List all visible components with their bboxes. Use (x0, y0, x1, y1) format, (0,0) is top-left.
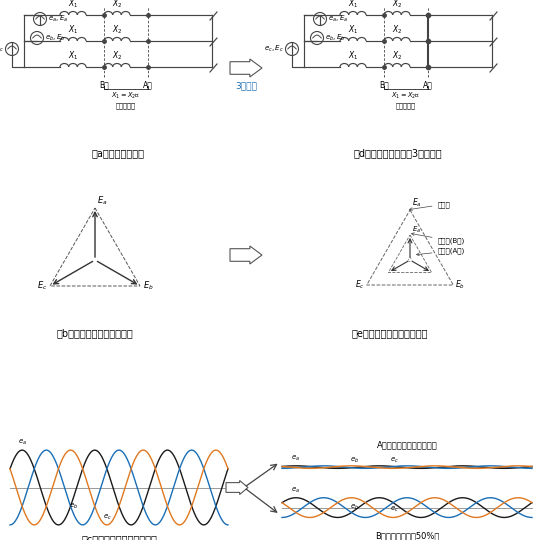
Text: $e_c, E_c$: $e_c, E_c$ (0, 44, 4, 54)
Text: $E_b$: $E_b$ (143, 280, 154, 292)
Text: $e_b, E_b$: $e_b, E_b$ (45, 33, 65, 43)
Text: $E_a$: $E_a$ (97, 194, 107, 207)
Text: $E_c$: $E_c$ (37, 280, 47, 292)
Text: $e_a, E_a$: $e_a, E_a$ (328, 14, 348, 24)
Text: 事故時(A点): 事故時(A点) (416, 247, 465, 255)
Text: $e_a$: $e_a$ (17, 438, 26, 447)
Text: A点: A点 (143, 80, 153, 89)
Text: A点の各相電圧（ほぼ零）: A点の各相電圧（ほぼ零） (376, 440, 437, 449)
Text: $X_1$: $X_1$ (348, 50, 358, 62)
Text: （e）事故時の電圧ベクトル: （e）事故時の電圧ベクトル (352, 328, 428, 338)
Text: $X_1$: $X_1$ (348, 0, 358, 10)
Text: $e_c$: $e_c$ (390, 456, 399, 465)
Text: $e_b, E_b$: $e_b, E_b$ (325, 33, 346, 43)
Text: $E_c$: $E_c$ (355, 279, 365, 291)
Text: $X_2$: $X_2$ (112, 0, 122, 10)
Text: $E_a$: $E_a$ (412, 197, 422, 209)
Text: $X_1{=}X_2$の
中間とする: $X_1{=}X_2$の 中間とする (111, 91, 140, 109)
Text: $X_1$: $X_1$ (68, 50, 78, 62)
Polygon shape (226, 481, 248, 495)
Text: $X_1$: $X_1$ (348, 24, 358, 36)
Text: $e_b$: $e_b$ (350, 456, 360, 465)
Text: $X_1$: $X_1$ (68, 0, 78, 10)
Text: 3相短絡: 3相短絡 (235, 81, 257, 90)
Text: $e_c$: $e_c$ (104, 512, 112, 522)
Text: $X_1$: $X_1$ (68, 24, 78, 36)
Text: $X_2$: $X_2$ (392, 50, 402, 62)
Text: $e_a$: $e_a$ (291, 454, 300, 463)
Text: （b）事故前の電圧ベクトル: （b）事故前の電圧ベクトル (57, 328, 133, 338)
Text: $X_2$: $X_2$ (112, 24, 122, 36)
Text: $e_b$: $e_b$ (350, 502, 360, 511)
Text: $X_2$: $X_2$ (112, 50, 122, 62)
Text: $X_2$: $X_2$ (392, 24, 402, 36)
Text: $E_b$: $E_b$ (455, 279, 465, 291)
Text: $X_1{=}X_2$の
中間とする: $X_1{=}X_2$の 中間とする (392, 91, 421, 109)
Text: （d）事故時の回路（3相短絡）: （d）事故時の回路（3相短絡） (354, 148, 442, 158)
Text: A点: A点 (423, 80, 433, 89)
Text: 事故前: 事故前 (409, 201, 450, 211)
Text: （a）事故前の回路: （a）事故前の回路 (91, 148, 145, 158)
Text: 事故時(B点): 事故時(B点) (411, 233, 465, 244)
Text: $e_a$: $e_a$ (291, 485, 300, 495)
Text: B点: B点 (379, 80, 389, 89)
Text: $E_a$: $E_a$ (412, 225, 421, 235)
Text: B点: B点 (99, 80, 109, 89)
Text: （c）事故前の各相電圧波形: （c）事故前の各相電圧波形 (81, 534, 157, 540)
Text: $e_c, E_c$: $e_c, E_c$ (264, 44, 284, 54)
Text: $e_c$: $e_c$ (390, 505, 399, 515)
Text: （f）事故時の各相電圧波形: （f）事故時の各相電圧波形 (370, 539, 444, 540)
Text: B点の各相電圧（50%）: B点の各相電圧（50%） (375, 531, 439, 540)
Text: $e_b$: $e_b$ (69, 502, 78, 511)
Text: $X_2$: $X_2$ (392, 0, 402, 10)
Polygon shape (230, 246, 262, 264)
Polygon shape (230, 59, 262, 77)
Text: $e_a, E_a$: $e_a, E_a$ (48, 14, 68, 24)
